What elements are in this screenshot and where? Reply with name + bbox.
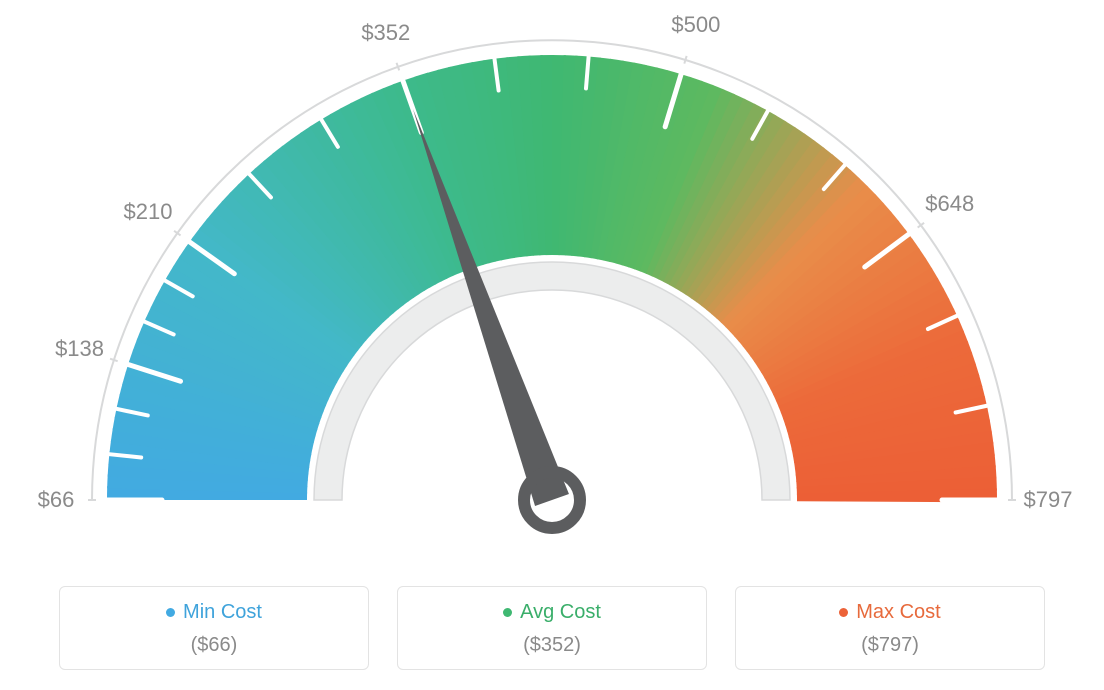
legend-value: ($797) [736,634,1044,657]
gauge-svg [0,0,1104,560]
legend-title-text: Max Cost [856,601,940,624]
legend-card: Avg Cost ($352) [397,586,707,670]
legend-card: Min Cost ($66) [59,586,369,670]
gauge-tick-label: $352 [361,20,410,46]
legend-dot-icon [166,608,175,617]
gauge-tick-label: $210 [124,199,173,225]
legend-title: Min Cost [166,601,262,624]
gauge-tick-label: $648 [925,191,974,217]
legend-row: Min Cost ($66) Avg Cost ($352) Max Cost ($797… [0,586,1104,670]
legend-value: ($66) [60,634,368,657]
legend-card: Max Cost ($797) [735,586,1045,670]
gauge-tick-label: $500 [671,12,720,38]
legend-title: Max Cost [839,601,940,624]
legend-title: Avg Cost [503,601,601,624]
gauge-tick-label: $66 [38,487,75,513]
legend-value: ($352) [398,634,706,657]
gauge-tick-label: $797 [1024,487,1073,513]
legend-title-text: Min Cost [183,601,262,624]
gauge-tick-label: $138 [55,336,104,362]
legend-dot-icon [503,608,512,617]
legend-dot-icon [839,608,848,617]
legend-title-text: Avg Cost [520,601,601,624]
gauge-chart: $66 $138 $210 $352 $500 $648 $797 [0,0,1104,560]
